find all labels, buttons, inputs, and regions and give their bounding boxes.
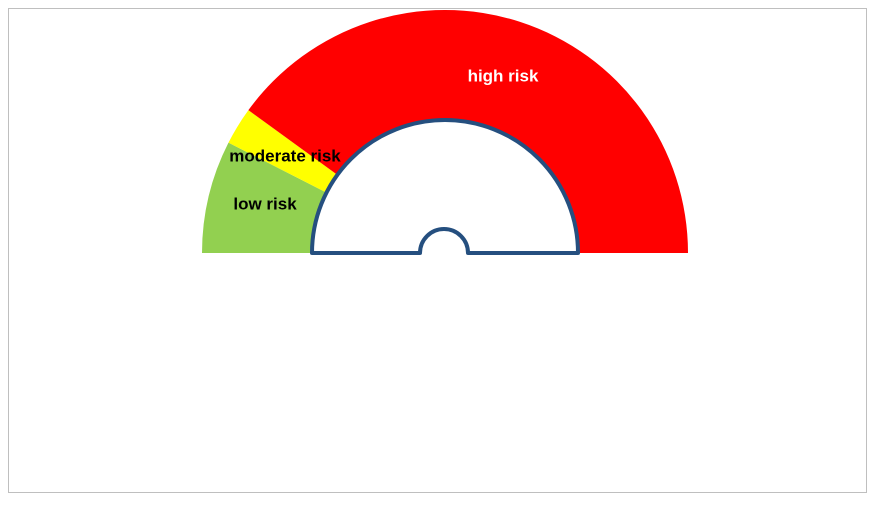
segment-label: moderate risk	[229, 146, 341, 165]
needle-hub	[310, 118, 580, 255]
segment-label: low risk	[233, 194, 297, 213]
gauge-segment	[202, 142, 327, 253]
gauge-segment	[248, 10, 688, 254]
segment-label: high risk	[468, 66, 539, 85]
gauge-segment	[228, 110, 338, 193]
